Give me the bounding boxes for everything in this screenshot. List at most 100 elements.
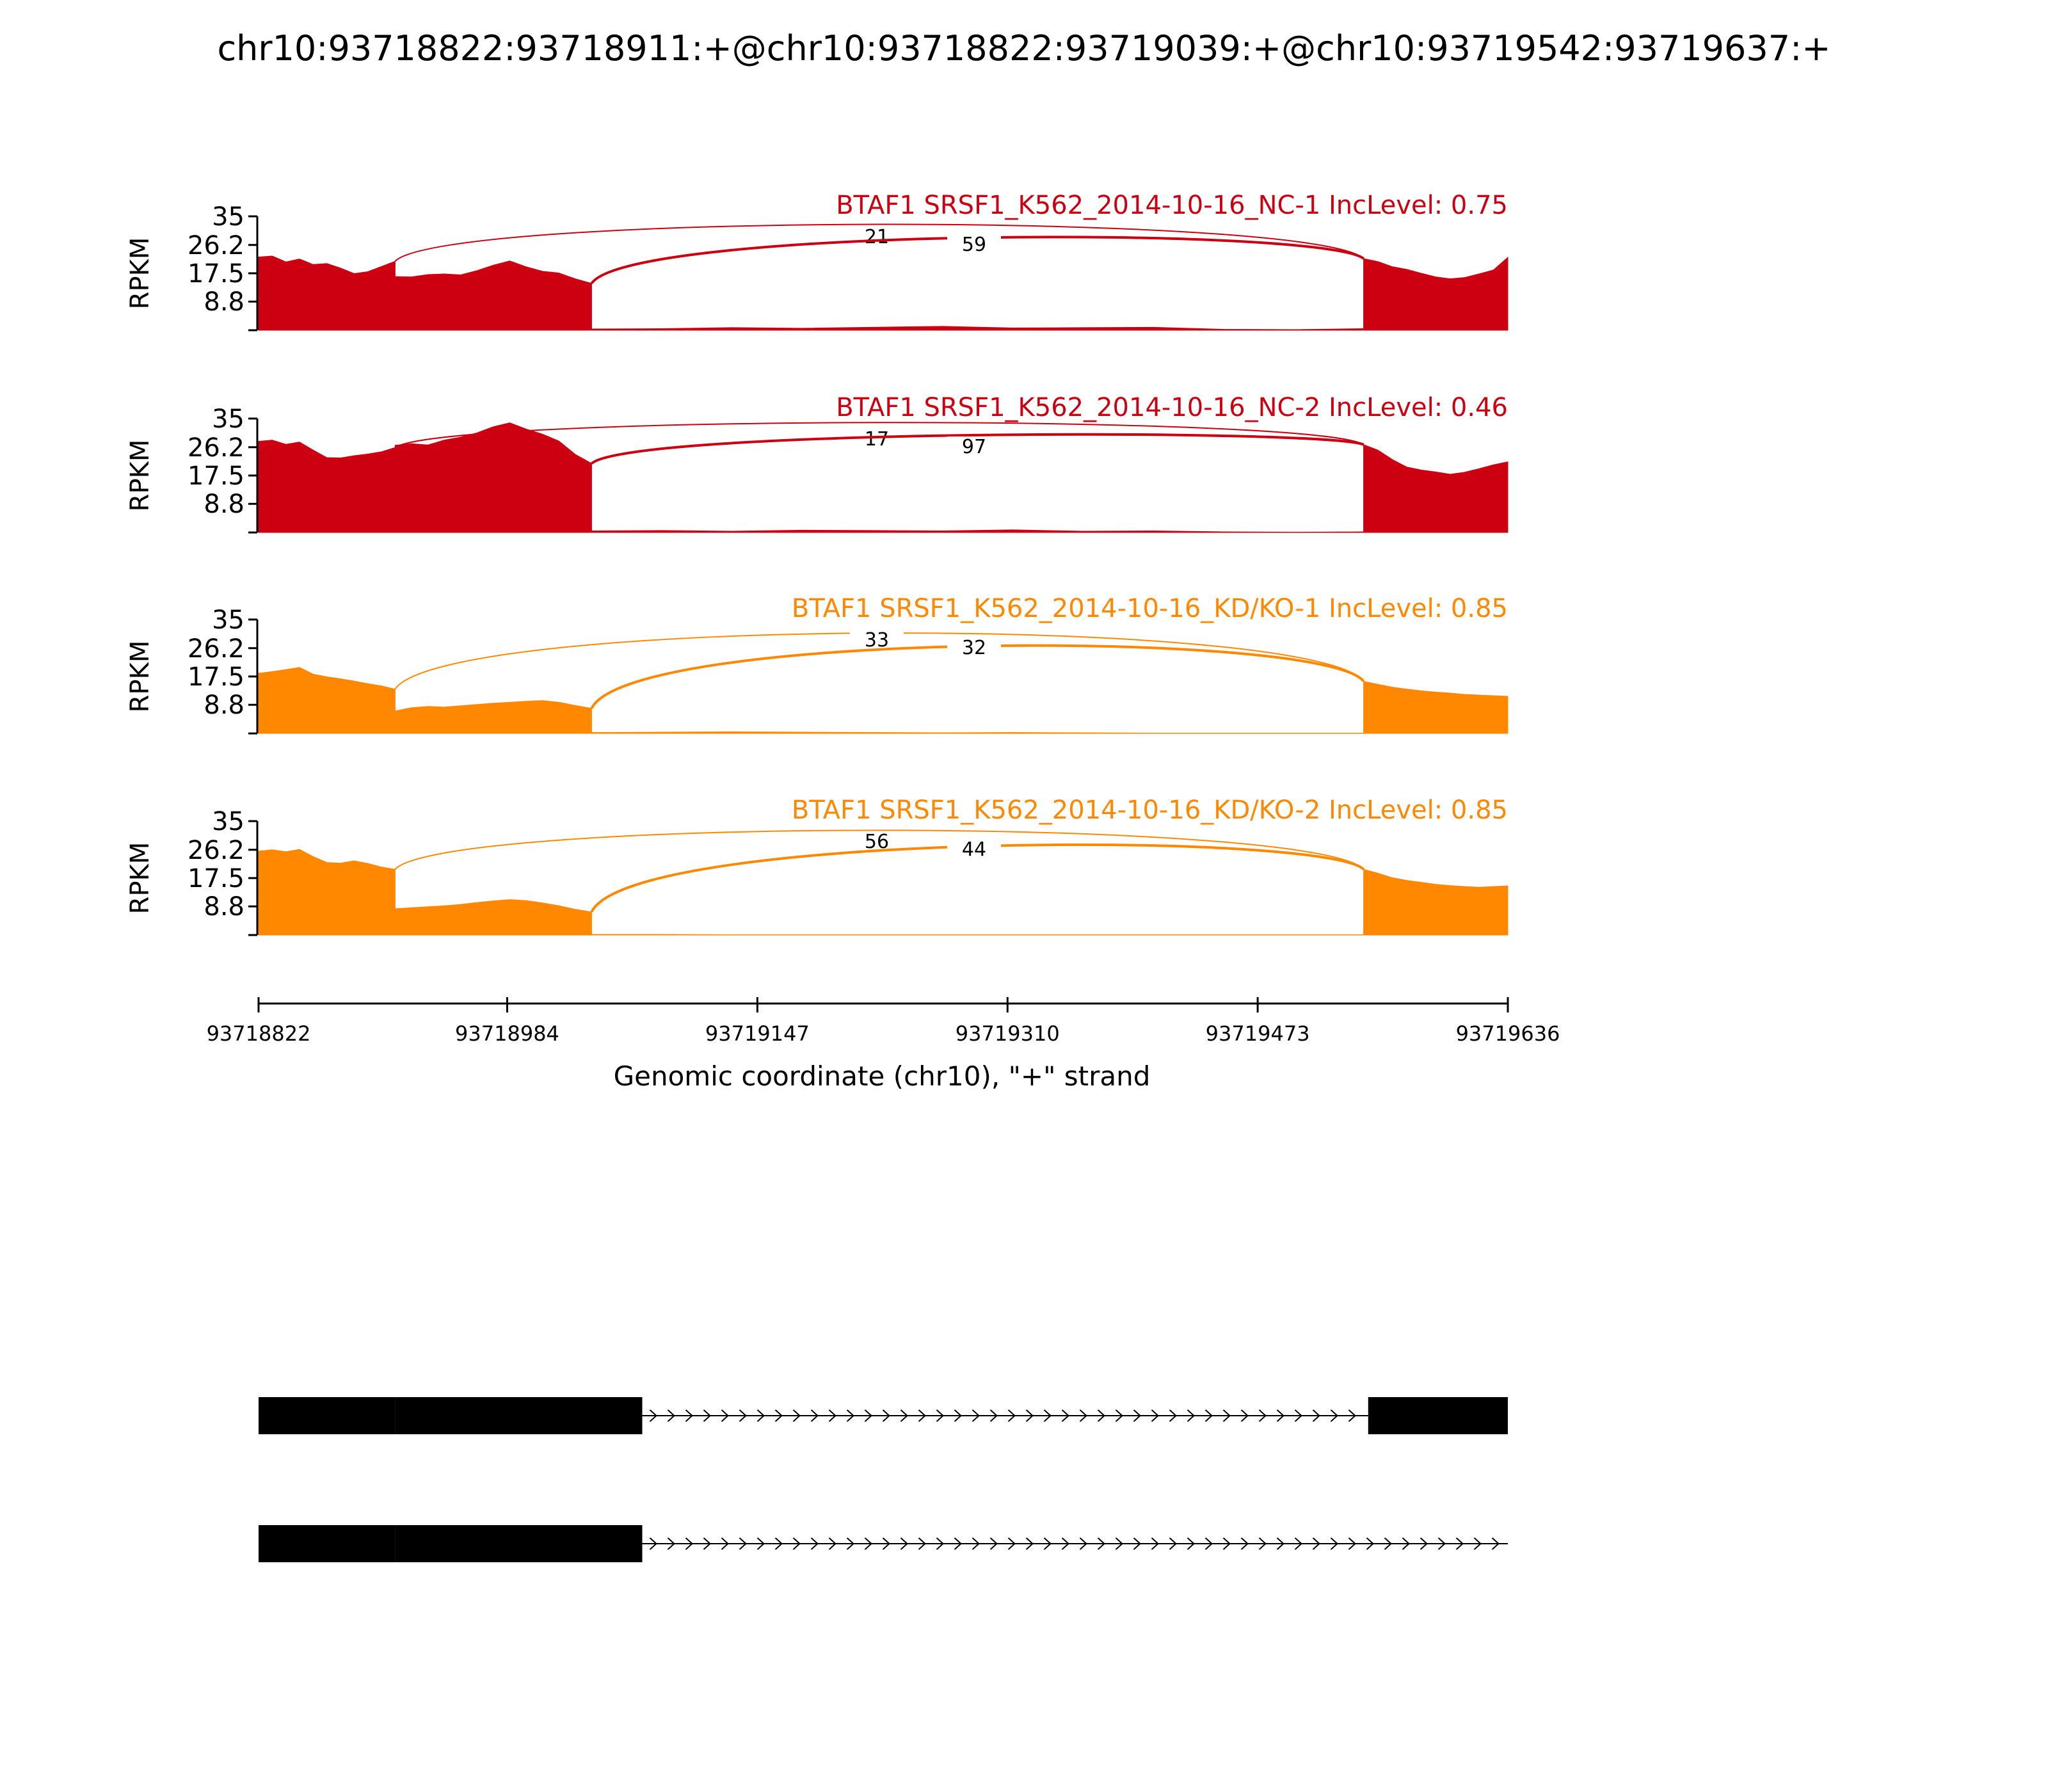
strand-arrow bbox=[1025, 1409, 1034, 1422]
strand-arrow bbox=[1258, 1409, 1267, 1422]
coverage-area bbox=[1363, 868, 1508, 936]
junction-count-label: 17 bbox=[865, 428, 889, 451]
y-tick-label: 8.8 bbox=[204, 892, 244, 922]
strand-arrow bbox=[1169, 1537, 1178, 1550]
y-tick-label: 8.8 bbox=[204, 287, 244, 317]
strand-arrow bbox=[954, 1409, 963, 1422]
x-tick-label: 93719310 bbox=[956, 1021, 1060, 1046]
strand-arrow bbox=[1061, 1409, 1070, 1422]
strand-arrow bbox=[1061, 1537, 1070, 1550]
strand-arrow bbox=[1222, 1409, 1231, 1422]
coverage-area bbox=[591, 529, 1364, 533]
strand-arrow bbox=[756, 1409, 765, 1422]
strand-arrow bbox=[774, 1409, 783, 1422]
junction-count-label: 59 bbox=[962, 234, 986, 256]
strand-arrow bbox=[1151, 1409, 1160, 1422]
strand-arrow bbox=[1473, 1537, 1482, 1550]
junction-arc bbox=[394, 223, 1364, 262]
coverage-track: 17 97 BTAF1 SRSF1_K562_2014-10-16_NC-2 Inc… bbox=[125, 393, 1508, 534]
strand-arrow bbox=[972, 1409, 980, 1422]
strand-arrow bbox=[972, 1537, 980, 1550]
chart-title: chr10:93718822:93718911:+@chr10:93718822… bbox=[217, 28, 1831, 68]
strand-arrow bbox=[864, 1537, 873, 1550]
exon-block bbox=[395, 1525, 643, 1562]
strand-arrow bbox=[846, 1537, 855, 1550]
gene-models bbox=[259, 1397, 1508, 1562]
y-axis-label: RPKM bbox=[125, 842, 155, 915]
y-tick-label: 26.2 bbox=[188, 836, 244, 865]
coverage-area bbox=[591, 326, 1364, 331]
strand-arrow bbox=[1115, 1537, 1124, 1550]
strand-arrow bbox=[774, 1537, 783, 1550]
junction-label-bg bbox=[947, 637, 1001, 659]
strand-arrow bbox=[739, 1537, 748, 1550]
strand-arrow bbox=[864, 1409, 873, 1422]
strand-arrow bbox=[1491, 1537, 1500, 1550]
strand-arrow bbox=[1222, 1537, 1231, 1550]
strand-arrow bbox=[1079, 1537, 1088, 1550]
exon-block bbox=[1368, 1397, 1508, 1434]
strand-arrow bbox=[1437, 1537, 1446, 1550]
junction-arc bbox=[591, 433, 1364, 465]
strand-arrow bbox=[1151, 1537, 1160, 1550]
strand-arrow bbox=[792, 1409, 801, 1422]
strand-arrow bbox=[1025, 1537, 1034, 1550]
y-tick-label: 35 bbox=[212, 605, 244, 635]
strand-arrow bbox=[936, 1537, 945, 1550]
strand-arrow bbox=[1079, 1409, 1088, 1422]
y-axis-label: RPKM bbox=[125, 440, 155, 512]
coverage-area bbox=[1363, 680, 1508, 734]
strand-arrow bbox=[667, 1537, 676, 1550]
coverage-area bbox=[394, 700, 592, 734]
strand-arrow bbox=[1348, 1537, 1357, 1550]
strand-arrow bbox=[846, 1409, 855, 1422]
strand-arrow bbox=[1115, 1409, 1124, 1422]
strand-arrow bbox=[1366, 1537, 1375, 1550]
strand-arrow bbox=[882, 1409, 891, 1422]
strand-arrow bbox=[918, 1409, 927, 1422]
coverage-area bbox=[258, 440, 396, 533]
x-tick-label: 93719147 bbox=[705, 1021, 810, 1046]
strand-arrow bbox=[882, 1537, 891, 1550]
junction-arc bbox=[394, 422, 1364, 449]
coverage-area bbox=[394, 899, 592, 936]
gene-model bbox=[259, 1397, 1508, 1434]
track-label: BTAF1 SRSF1_K562_2014-10-16_KD/KO-1 IncL… bbox=[792, 594, 1508, 623]
strand-arrow bbox=[1240, 1537, 1249, 1550]
strand-arrow bbox=[756, 1537, 765, 1550]
strand-arrow bbox=[1187, 1409, 1196, 1422]
coverage-area bbox=[258, 667, 396, 734]
junction-label-bg bbox=[850, 429, 904, 451]
strand-arrow bbox=[1455, 1537, 1464, 1550]
coverage-area bbox=[394, 422, 592, 533]
strand-arrow bbox=[1276, 1537, 1285, 1550]
exon-block bbox=[259, 1397, 396, 1434]
coverage-area bbox=[258, 849, 396, 936]
strand-arrow bbox=[1169, 1409, 1178, 1422]
strand-arrow bbox=[649, 1409, 658, 1422]
y-tick-label: 35 bbox=[212, 404, 244, 434]
strand-arrow bbox=[721, 1537, 730, 1550]
strand-arrow bbox=[828, 1537, 837, 1550]
strand-arrow bbox=[1330, 1537, 1339, 1550]
strand-arrow bbox=[900, 1537, 909, 1550]
strand-arrow bbox=[1204, 1409, 1213, 1422]
y-tick-label: 26.2 bbox=[188, 231, 244, 260]
coverage-area bbox=[394, 260, 592, 331]
strand-arrow bbox=[685, 1537, 694, 1550]
coverage-area bbox=[591, 934, 1364, 936]
junction-count-label: 21 bbox=[865, 226, 889, 248]
strand-arrow bbox=[1097, 1409, 1106, 1422]
y-tick-label: 26.2 bbox=[188, 433, 244, 463]
gene-model bbox=[259, 1525, 1508, 1562]
strand-arrow bbox=[918, 1537, 927, 1550]
y-tick-label: 8.8 bbox=[204, 490, 244, 519]
strand-arrow bbox=[1276, 1409, 1285, 1422]
strand-arrow bbox=[954, 1537, 963, 1550]
strand-arrow bbox=[685, 1409, 694, 1422]
strand-arrow bbox=[1294, 1537, 1303, 1550]
junction-count-label: 97 bbox=[962, 436, 986, 458]
junction-count-label: 44 bbox=[962, 838, 986, 861]
junction-count-label: 32 bbox=[962, 637, 986, 659]
